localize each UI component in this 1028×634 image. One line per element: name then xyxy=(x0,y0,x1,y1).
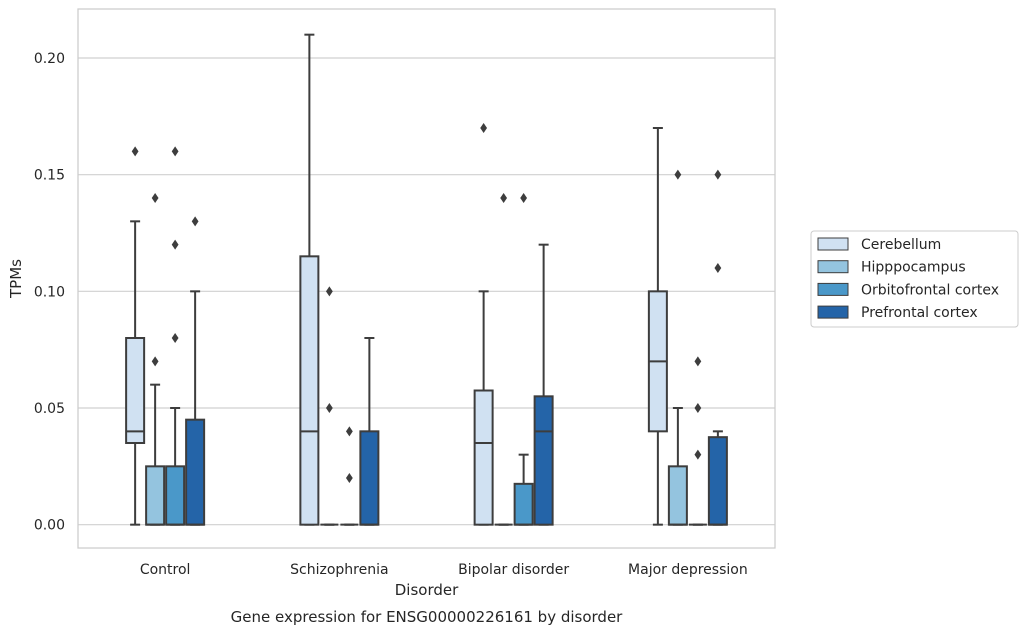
y-tick-label: 0.10 xyxy=(34,284,65,300)
outlier-point xyxy=(171,239,179,250)
box xyxy=(533,395,554,526)
box xyxy=(513,482,534,526)
box xyxy=(299,255,320,526)
legend-swatch xyxy=(817,260,849,274)
box-group xyxy=(299,33,320,526)
chart-title: Gene expression for ENSG00000226161 by d… xyxy=(231,608,624,626)
box xyxy=(667,465,688,526)
outlier-point xyxy=(714,169,722,180)
y-tick-label: 0.15 xyxy=(34,168,65,184)
box xyxy=(359,430,380,526)
outlier-point xyxy=(171,333,179,343)
box-group xyxy=(125,146,146,526)
boxes xyxy=(125,33,728,526)
x-tick-label: Bipolar disorder xyxy=(458,562,569,578)
outlier-point xyxy=(325,403,333,413)
legend-label: Cerebellum xyxy=(861,237,941,253)
x-axis: Control Schizophrenia Bipolar disorder Majo… xyxy=(140,562,748,578)
outlier-point xyxy=(694,356,702,367)
x-tick-label: Schizophrenia xyxy=(290,562,388,578)
legend-frame xyxy=(810,230,1019,328)
outlier-point xyxy=(480,123,488,133)
legend-label: Orbitofrontal cortex xyxy=(861,282,999,298)
box xyxy=(707,436,728,526)
outlier-point xyxy=(151,356,159,367)
outlier-point xyxy=(131,146,139,157)
legend-label: Prefrontal cortex xyxy=(861,305,978,321)
outlier-point xyxy=(151,193,159,203)
outlier-point xyxy=(714,263,722,273)
box xyxy=(185,418,206,526)
box-group xyxy=(707,169,728,526)
legend-label: Hipppocampus xyxy=(861,260,966,276)
box-group xyxy=(533,243,554,526)
outlier-point xyxy=(520,193,528,203)
box-group xyxy=(320,286,339,526)
box-group xyxy=(688,356,707,526)
box-group xyxy=(359,337,380,526)
x-axis-label: Disorder xyxy=(395,581,459,599)
box-group xyxy=(165,146,186,526)
y-axis: 0.00 0.05 0.10 0.15 0.20 xyxy=(34,51,65,534)
box-group xyxy=(473,123,494,526)
y-tick-label: 0.00 xyxy=(34,518,65,534)
legend: Cerebellum Hipppocampus Orbitofrontal cort… xyxy=(810,230,1019,328)
y-tick-label: 0.05 xyxy=(34,401,65,417)
y-tick-label: 0.20 xyxy=(34,51,65,67)
outlier-point xyxy=(694,449,702,460)
box-group xyxy=(185,216,206,526)
legend-swatch xyxy=(817,282,849,296)
outlier-point xyxy=(325,286,333,297)
box-group xyxy=(647,127,668,526)
outlier-point xyxy=(345,473,353,483)
box-group xyxy=(145,193,166,526)
outlier-point xyxy=(171,146,179,157)
outlier-point xyxy=(345,426,353,437)
legend-swatch xyxy=(817,237,849,251)
box-group xyxy=(340,426,359,526)
box xyxy=(165,465,186,526)
box-group xyxy=(494,193,513,526)
outlier-point xyxy=(500,193,508,203)
x-tick-label: Major depression xyxy=(628,562,748,578)
box xyxy=(125,337,146,444)
x-tick-label: Control xyxy=(140,562,191,578)
box-group xyxy=(667,169,688,526)
outlier-point xyxy=(674,169,682,180)
outlier-point xyxy=(694,403,702,413)
legend-swatch xyxy=(817,305,849,319)
y-axis-label: TPMs xyxy=(7,259,25,299)
plot-frame xyxy=(77,8,776,549)
box-group xyxy=(513,193,534,526)
box xyxy=(473,389,494,526)
outlier-point xyxy=(191,216,199,227)
box xyxy=(145,465,166,526)
